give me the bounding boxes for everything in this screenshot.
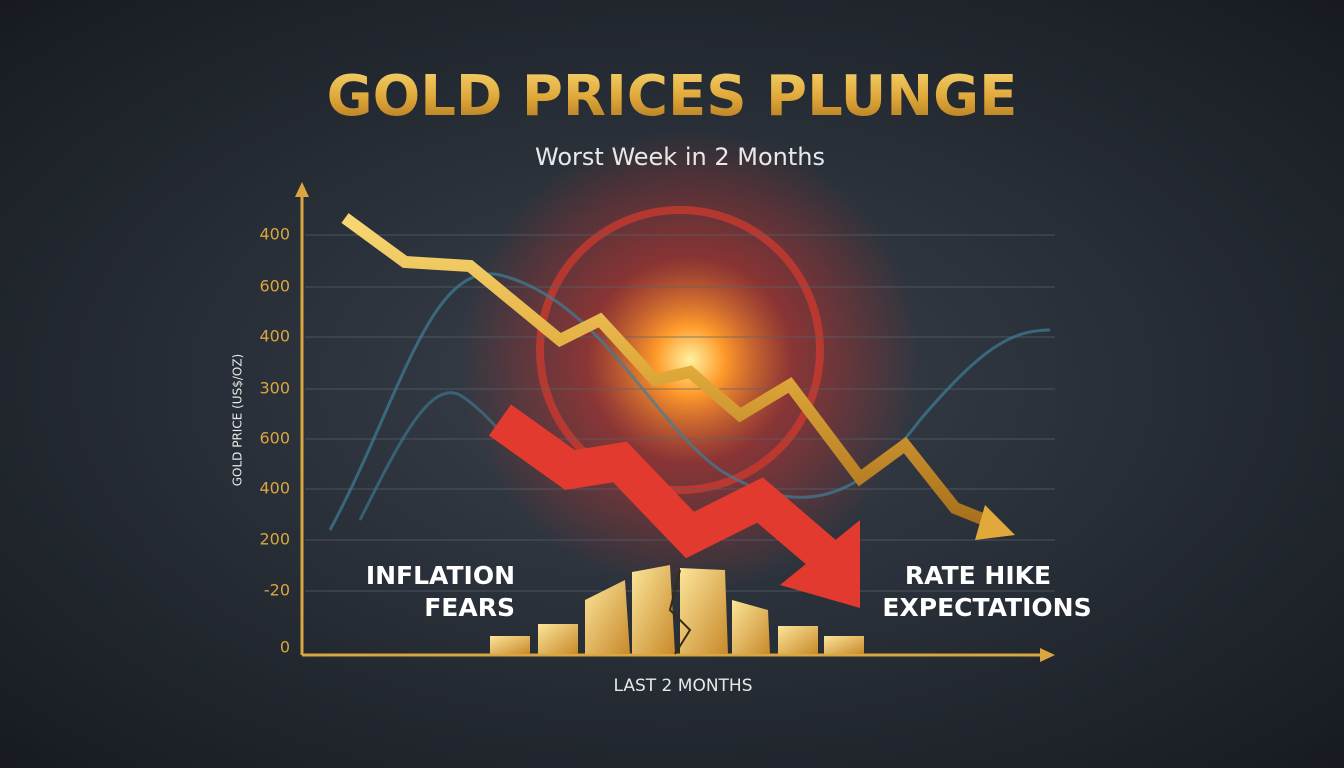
y-tick-label: 400 [259,327,290,346]
y-tick-label: 0 [280,638,290,657]
glow-ring [536,206,824,494]
axis-arrow [295,182,309,197]
x-axis-label: LAST 2 MONTHS [613,676,752,696]
annotation: FEARS [424,593,515,622]
y-tick-label: 200 [259,530,290,549]
red-arrow [488,404,843,575]
title: GOLD PRICES PLUNGE [327,64,1018,129]
annotation: INFLATION [366,561,515,590]
y-tick-label: 300 [259,379,290,398]
gold-bars [490,565,864,655]
y-tick-label: 600 [259,277,290,296]
y-axis-label: GOLD PRICE (US$/OZ) [231,354,245,486]
axis-arrow [1040,648,1055,662]
y-tick-label: 400 [259,225,290,244]
annotation: RATE HIKE [905,561,1051,590]
y-tick-label: -20 [264,581,290,600]
subtitle: Worst Week in 2 Months [535,143,825,171]
gold-price-line [341,213,993,528]
red-arrowhead [780,520,860,608]
y-tick-label: 600 [259,429,290,448]
gold-arrowhead [975,505,1015,540]
annotation: EXPECTATIONS [882,593,1091,622]
background-curve [328,272,1051,531]
y-tick-label: 400 [259,479,290,498]
